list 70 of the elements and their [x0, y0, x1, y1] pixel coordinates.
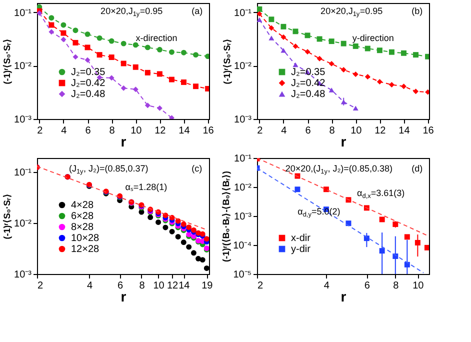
annotation: (c) [192, 163, 202, 174]
legend-label: 12×28 [71, 244, 100, 255]
x-tick-label: 2 [257, 126, 264, 136]
x-tick-label: 2 [37, 126, 44, 136]
x-tick-label: 10 [350, 126, 362, 136]
x-tick-label: 10 [412, 280, 424, 292]
annotation: y-direction [352, 32, 394, 43]
legend-label: J₂=0.35 [71, 67, 106, 78]
annotation: αₛ=1.28(1) [125, 182, 168, 192]
legend-label: 8×28 [71, 222, 94, 233]
x-tick-label: 2 [258, 280, 264, 292]
x-tick-label: 12 [154, 126, 166, 136]
legend-label: J₂=0.48 [291, 89, 326, 100]
legend-label: J₂=0.42 [71, 78, 106, 89]
legend-label: J₂=0.48 [71, 89, 106, 100]
x-axis-title: r [120, 288, 127, 304]
y-tick-label: 10⁻³ [234, 212, 252, 222]
y-axis-title: (-1)ʳ⟨S₀·Sᵣ⟩ [222, 38, 232, 84]
x-tick-label: 16 [422, 126, 434, 136]
x-tick-label: 8 [329, 126, 336, 136]
x-tick-label: 8 [139, 280, 146, 292]
y-tick-label: 10⁻⁵ [233, 270, 252, 280]
x-tick-label: 6 [364, 280, 370, 292]
x-tick-label: 16 [202, 126, 214, 136]
legend-label: x-dir [291, 233, 312, 244]
legend-label: 4×28 [71, 200, 94, 211]
y-tick-label: 10⁻² [234, 182, 252, 194]
y-tick-label: 10⁻¹ [234, 154, 252, 164]
x-tick-label: 14 [178, 126, 190, 136]
x-tick-label: 2 [38, 280, 44, 292]
y-tick-label: 10⁻⁴ [233, 240, 252, 252]
x-tick-label: 6 [305, 126, 312, 136]
y-axis-title: (-1)ʳ⟨S₀·Sᵣ⟩ [2, 194, 12, 240]
x-axis-title: r [120, 134, 127, 150]
y-tick-label: 10⁻³ [14, 270, 32, 280]
x-tick-label: 4 [61, 126, 68, 136]
y-tick-label: 10⁻³ [14, 114, 32, 126]
y-tick-label: 10⁻¹ [234, 8, 252, 19]
x-tick-label: 6 [118, 280, 124, 292]
y-tick-label: 10⁻² [14, 218, 32, 230]
x-tick-label: 19 [202, 280, 214, 292]
x-tick-label: 4 [86, 280, 93, 292]
annotation: (b) [412, 6, 423, 16]
x-tick-label: 8 [393, 280, 400, 292]
annotation: (d) [412, 163, 423, 174]
x-tick-label: 10 [153, 280, 165, 292]
x-tick-label: 4 [281, 126, 288, 136]
x-tick-label: 14 [178, 280, 190, 292]
legend-label: J₂=0.35 [291, 67, 326, 78]
x-tick-label: 12 [374, 126, 386, 136]
x-tick-label: 10 [130, 126, 142, 136]
y-axis-title: (-1)ʳ(⟨B₀·Bᵣ⟩-⟨B₀⟩⟨Bᵣ⟩) [221, 171, 232, 262]
x-axis-title: r [340, 134, 347, 150]
y-tick-label: 10⁻² [234, 61, 252, 72]
x-tick-label: 12 [166, 280, 179, 292]
y-tick-label: 10⁻¹ [14, 8, 32, 19]
legend-label: y-dir [291, 244, 312, 255]
x-tick-label: 8 [109, 126, 116, 136]
x-tick-label: 6 [85, 126, 92, 136]
legend-label: 10×28 [71, 233, 100, 244]
y-tick-label: 10⁻¹ [14, 168, 32, 179]
legend-label: 6×28 [71, 211, 94, 222]
annotation: (a) [192, 6, 203, 16]
y-tick-label: 10⁻³ [234, 114, 252, 126]
y-axis-title: (-1)ʳ⟨S₀·Sᵣ⟩ [2, 38, 12, 84]
x-tick-label: 4 [324, 280, 330, 292]
annotation: x-direction [136, 32, 178, 43]
y-tick-label: 10⁻² [14, 61, 32, 72]
x-tick-label: 14 [398, 126, 410, 136]
x-axis-title: r [340, 288, 347, 304]
